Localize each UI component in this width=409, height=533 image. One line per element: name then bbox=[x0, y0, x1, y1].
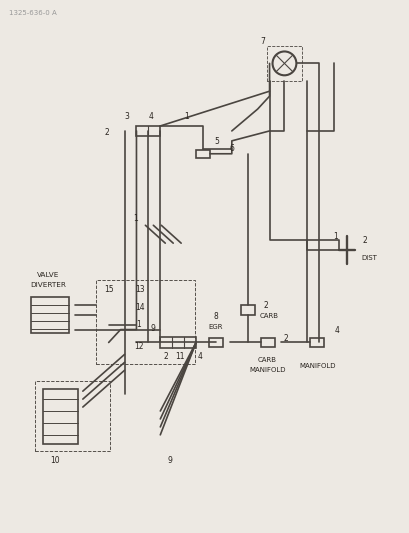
Bar bbox=[266, 45, 301, 81]
Text: DIST: DIST bbox=[360, 255, 376, 261]
Text: 1: 1 bbox=[183, 111, 188, 120]
Text: CARB: CARB bbox=[259, 313, 279, 319]
Text: 12: 12 bbox=[133, 342, 143, 351]
Bar bbox=[209, 337, 222, 348]
Text: 2: 2 bbox=[362, 236, 366, 245]
Text: 3: 3 bbox=[124, 111, 129, 120]
Text: 14: 14 bbox=[135, 303, 145, 312]
Text: 9: 9 bbox=[151, 324, 155, 333]
Text: 1325-636-0 A: 1325-636-0 A bbox=[9, 10, 57, 16]
Text: 1: 1 bbox=[136, 320, 140, 329]
Text: 15: 15 bbox=[103, 285, 113, 294]
Text: MANIFOLD: MANIFOLD bbox=[249, 367, 285, 373]
Text: 1: 1 bbox=[133, 214, 137, 223]
Bar bbox=[43, 389, 78, 444]
Text: 7: 7 bbox=[260, 37, 264, 46]
Bar bbox=[96, 280, 195, 365]
Bar bbox=[35, 381, 109, 451]
Text: MANIFOLD: MANIFOLD bbox=[298, 364, 335, 369]
Text: CARB: CARB bbox=[257, 357, 276, 364]
Text: 13: 13 bbox=[135, 285, 145, 294]
Text: 4: 4 bbox=[148, 111, 153, 120]
Text: 5: 5 bbox=[214, 138, 219, 147]
Bar bbox=[136, 126, 160, 136]
Bar bbox=[160, 336, 196, 349]
Text: 6: 6 bbox=[229, 144, 234, 154]
Bar bbox=[240, 305, 254, 314]
Bar bbox=[260, 337, 274, 348]
Text: 9: 9 bbox=[167, 456, 172, 465]
Text: 2: 2 bbox=[282, 334, 287, 343]
Text: 10: 10 bbox=[50, 456, 60, 465]
Text: VALVE: VALVE bbox=[37, 272, 59, 278]
Text: 2: 2 bbox=[104, 128, 109, 138]
Text: DIVERTER: DIVERTER bbox=[30, 282, 66, 288]
Text: 8: 8 bbox=[213, 312, 218, 321]
Text: 1: 1 bbox=[332, 232, 337, 241]
Text: 4: 4 bbox=[334, 326, 339, 335]
Bar bbox=[31, 297, 69, 333]
Text: 11: 11 bbox=[175, 352, 184, 361]
Text: 2: 2 bbox=[263, 301, 267, 310]
Text: 4: 4 bbox=[197, 352, 202, 361]
Text: 2: 2 bbox=[164, 352, 168, 361]
Bar bbox=[310, 337, 324, 348]
Bar bbox=[196, 150, 209, 158]
Text: EGR: EGR bbox=[208, 324, 222, 329]
